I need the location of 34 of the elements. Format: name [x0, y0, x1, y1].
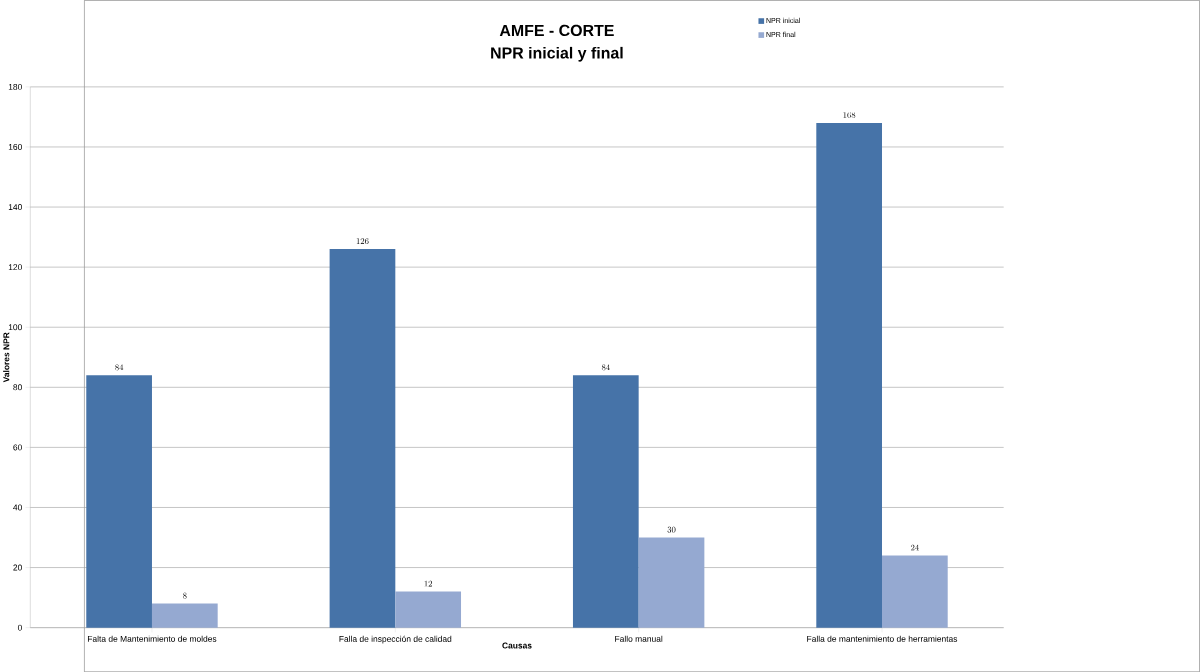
y-tick-label: 60 [13, 444, 22, 451]
bar [882, 555, 948, 628]
x-tick-label: Falta de Mantenimiento de moldes [87, 635, 217, 642]
y-tick-label: 120 [8, 264, 22, 271]
x-tick-label: Falla de mantenimiento de herramientas [807, 635, 958, 642]
chart-subtitle: NPR inicial y final [491, 46, 623, 62]
data-label: 30 [667, 526, 676, 533]
data-label: 84 [115, 364, 124, 371]
y-axis-title: Valores NPR [3, 332, 10, 383]
data-label: 126 [356, 238, 369, 244]
data-label: 84 [601, 364, 610, 371]
bar [572, 375, 639, 628]
y-tick-label: 100 [8, 324, 22, 331]
bar [151, 603, 218, 628]
bar [638, 537, 705, 628]
y-tick-label: 140 [8, 203, 22, 210]
y-tick-label: 180 [8, 83, 22, 90]
bar [816, 122, 883, 628]
bar [395, 591, 462, 628]
data-label: 24 [910, 544, 919, 551]
x-axis-title: Causas [502, 642, 532, 649]
data-label: 8 [183, 592, 187, 599]
y-tick-label: 20 [13, 564, 22, 571]
bar [86, 375, 152, 628]
y-tick-label: 0 [17, 624, 22, 631]
y-tick-label: 40 [13, 504, 22, 511]
data-label: 168 [843, 112, 856, 118]
data-label: 12 [424, 580, 433, 587]
y-tick-label: 160 [8, 143, 22, 150]
chart-title: AMFE - CORTE [499, 24, 614, 36]
x-tick-label: Falla de inspección de calidad [339, 635, 452, 644]
x-tick-label: Fallo manual [615, 635, 663, 642]
bar [329, 249, 396, 628]
y-tick-label: 80 [13, 384, 22, 391]
